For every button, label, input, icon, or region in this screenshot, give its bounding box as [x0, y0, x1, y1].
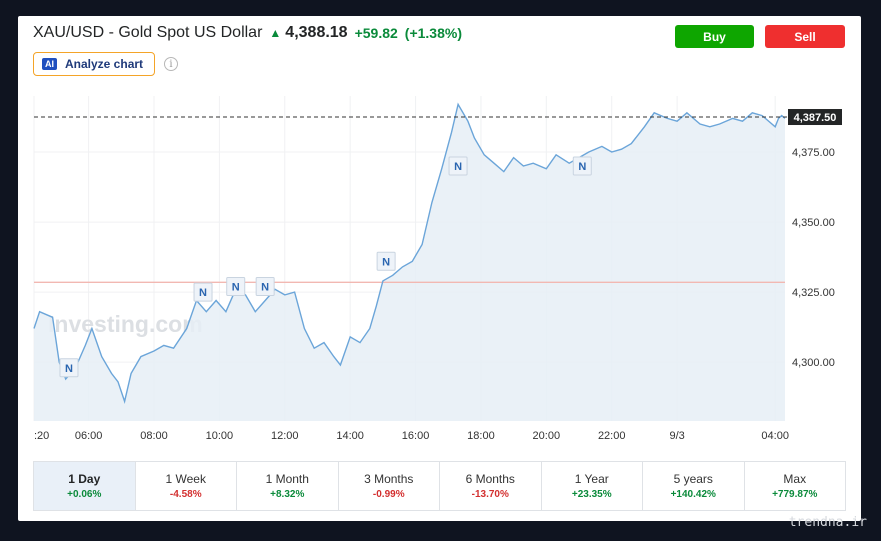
news-marker-box: [255, 277, 275, 297]
news-marker-box: [448, 156, 468, 176]
period-label: 1 Day: [68, 472, 101, 486]
news-icon: N: [454, 161, 462, 173]
period-tab-max[interactable]: Max +779.87%: [745, 462, 846, 510]
period-label: 1 Month: [265, 472, 309, 486]
period-change: -13.70%: [471, 489, 509, 500]
y-tick-label: 4,375.00: [792, 147, 835, 159]
y-tick-label: 4,300.00: [792, 357, 835, 369]
period-label: 3 Months: [364, 472, 414, 486]
period-tab-1-month[interactable]: 1 Month +8.32%: [237, 462, 339, 510]
period-change: +140.42%: [670, 489, 716, 500]
period-change: -0.99%: [372, 489, 405, 500]
period-change: +23.35%: [571, 489, 612, 500]
period-tab-5-years[interactable]: 5 years +140.42%: [643, 462, 745, 510]
news-icon: N: [199, 287, 207, 299]
x-tick-label: 12:00: [271, 430, 299, 442]
period-label: 1 Week: [165, 472, 206, 486]
price-area: [34, 104, 785, 422]
chart-card: XAU/USD - Gold Spot US Dollar ▲ 4,388.18…: [18, 16, 861, 521]
price-chart[interactable]: Investing.com 4,387.50 4,300.00 4,325.00 4,3…: [18, 16, 861, 456]
last-price-label: 4,387.50: [794, 112, 837, 124]
news-icon: N: [232, 282, 240, 294]
period-tab-1-year[interactable]: 1 Year +23.35%: [542, 462, 643, 510]
news-marker[interactable]: N: [193, 282, 213, 302]
news-marker[interactable]: N: [376, 251, 396, 271]
news-marker-box: [226, 277, 246, 297]
x-tick-label: 20:00: [533, 430, 561, 442]
period-label: Max: [783, 472, 807, 486]
x-tick-label: :20: [34, 430, 49, 442]
news-marker[interactable]: N: [226, 277, 246, 297]
period-tab-1-day[interactable]: 1 Day +0.06%: [34, 462, 136, 510]
instrument-title: XAU/USD - Gold Spot US Dollar: [33, 24, 263, 41]
x-tick-label: 08:00: [140, 430, 168, 442]
x-tick-label: 18:00: [467, 430, 495, 442]
x-tick-label: 04:00: [761, 430, 789, 442]
period-change: +779.87%: [772, 489, 818, 500]
x-tick-label: 22:00: [598, 430, 626, 442]
x-tick-label: 14:00: [336, 430, 364, 442]
news-marker[interactable]: N: [255, 277, 275, 297]
x-tick-label: 9/3: [669, 430, 684, 442]
price-change: +59.82: [354, 25, 398, 41]
y-tick-label: 4,325.00: [792, 287, 835, 299]
site-watermark: trendna.ir: [788, 515, 867, 530]
news-marker-box: [59, 358, 79, 378]
sell-button[interactable]: Sell: [765, 25, 845, 48]
price-change-percent: (+1.38%): [404, 25, 462, 41]
period-label: 5 years: [673, 472, 713, 486]
x-tick-label: 16:00: [402, 430, 430, 442]
news-icon: N: [261, 282, 269, 294]
x-tick-label: 10:00: [206, 430, 234, 442]
news-icon: N: [578, 161, 586, 173]
period-selector: 1 Day +0.06% 1 Week -4.58% 1 Month +8.32% 3 Mo…: [33, 461, 846, 511]
period-change: +8.32%: [270, 489, 305, 500]
last-price-tag: [788, 109, 842, 126]
news-marker-box: [193, 282, 213, 302]
analyze-chart-label: Analyze chart: [65, 57, 144, 71]
last-price: 4,388.18: [285, 24, 348, 41]
news-icon: N: [65, 363, 73, 375]
news-icon: N: [382, 256, 390, 268]
investing-watermark: Investing.com: [48, 311, 203, 337]
period-change: +0.06%: [67, 489, 102, 500]
x-tick-label: 06:00: [75, 430, 103, 442]
info-icon[interactable]: i: [164, 57, 178, 71]
ai-icon: AI: [42, 58, 57, 70]
arrow-up-icon: ▲: [269, 26, 282, 40]
news-marker[interactable]: N: [572, 156, 592, 176]
analyze-chart-button[interactable]: AI Analyze chart: [33, 52, 155, 76]
period-label: 1 Year: [574, 472, 609, 486]
y-tick-label: 4,350.00: [792, 217, 835, 229]
period-tab-3-months[interactable]: 3 Months -0.99%: [339, 462, 440, 510]
period-change: -4.58%: [169, 489, 202, 500]
news-marker[interactable]: N: [59, 358, 79, 378]
buy-button[interactable]: Buy: [675, 25, 754, 48]
period-tab-6-months[interactable]: 6 Months -13.70%: [440, 462, 542, 510]
news-marker[interactable]: N: [448, 156, 468, 176]
period-tab-1-week[interactable]: 1 Week -4.58%: [136, 462, 237, 510]
news-marker-box: [572, 156, 592, 176]
header: XAU/USD - Gold Spot US Dollar ▲ 4,388.18…: [33, 24, 462, 42]
period-label: 6 Months: [465, 472, 515, 486]
news-marker-box: [376, 251, 396, 271]
